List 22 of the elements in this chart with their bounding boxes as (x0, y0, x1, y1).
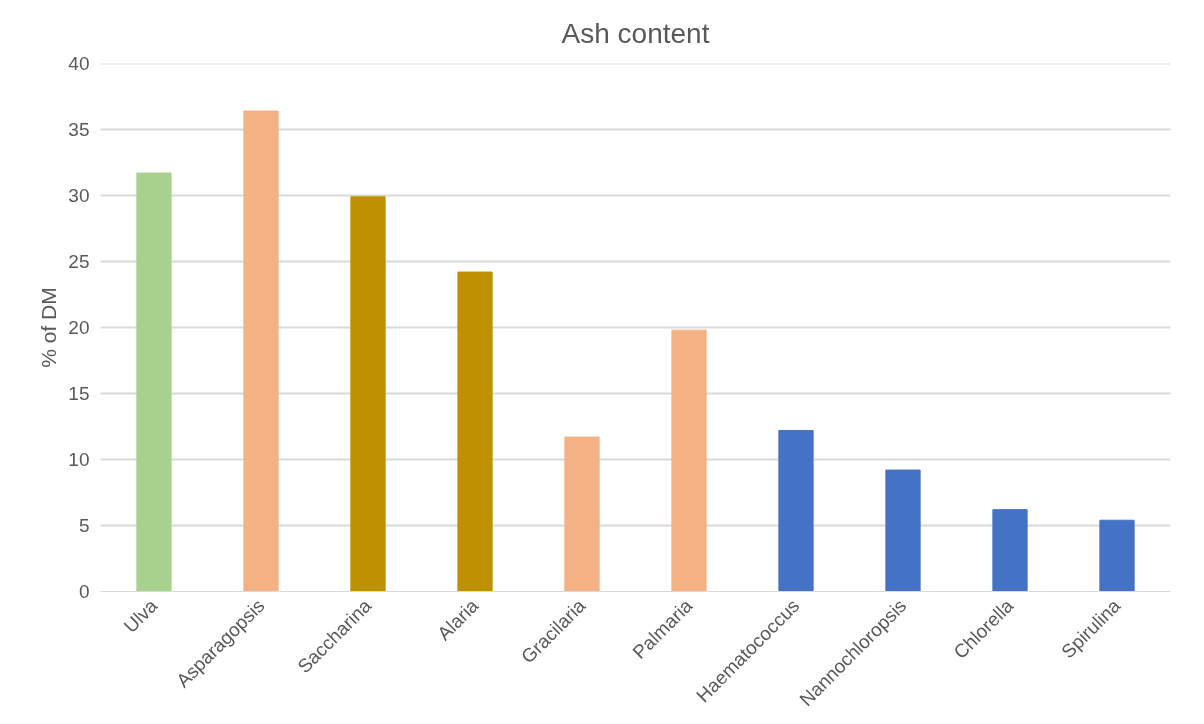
bar (778, 429, 814, 592)
y-tick-label: 25 (68, 251, 90, 272)
bar (992, 509, 1028, 592)
y-tick-label: 35 (68, 119, 90, 140)
bar (1099, 519, 1135, 592)
y-tick-label: 0 (78, 581, 90, 602)
bar (243, 110, 279, 592)
chart-title: Ash content (561, 17, 710, 49)
y-tick-label: 10 (68, 449, 90, 470)
y-tick-label: 20 (68, 317, 90, 338)
bar (457, 271, 493, 592)
y-axis-title: % of DM (37, 287, 61, 368)
bar (564, 436, 600, 592)
y-tick-label: 15 (68, 383, 90, 404)
bar (885, 469, 921, 592)
x-tick-label: Ulva (119, 594, 162, 637)
y-tick-label: 40 (68, 53, 90, 74)
bar (136, 172, 172, 592)
y-tick-label: 30 (68, 185, 90, 206)
bar (671, 329, 707, 592)
y-tick-label: 5 (78, 515, 90, 536)
bar (350, 196, 386, 592)
